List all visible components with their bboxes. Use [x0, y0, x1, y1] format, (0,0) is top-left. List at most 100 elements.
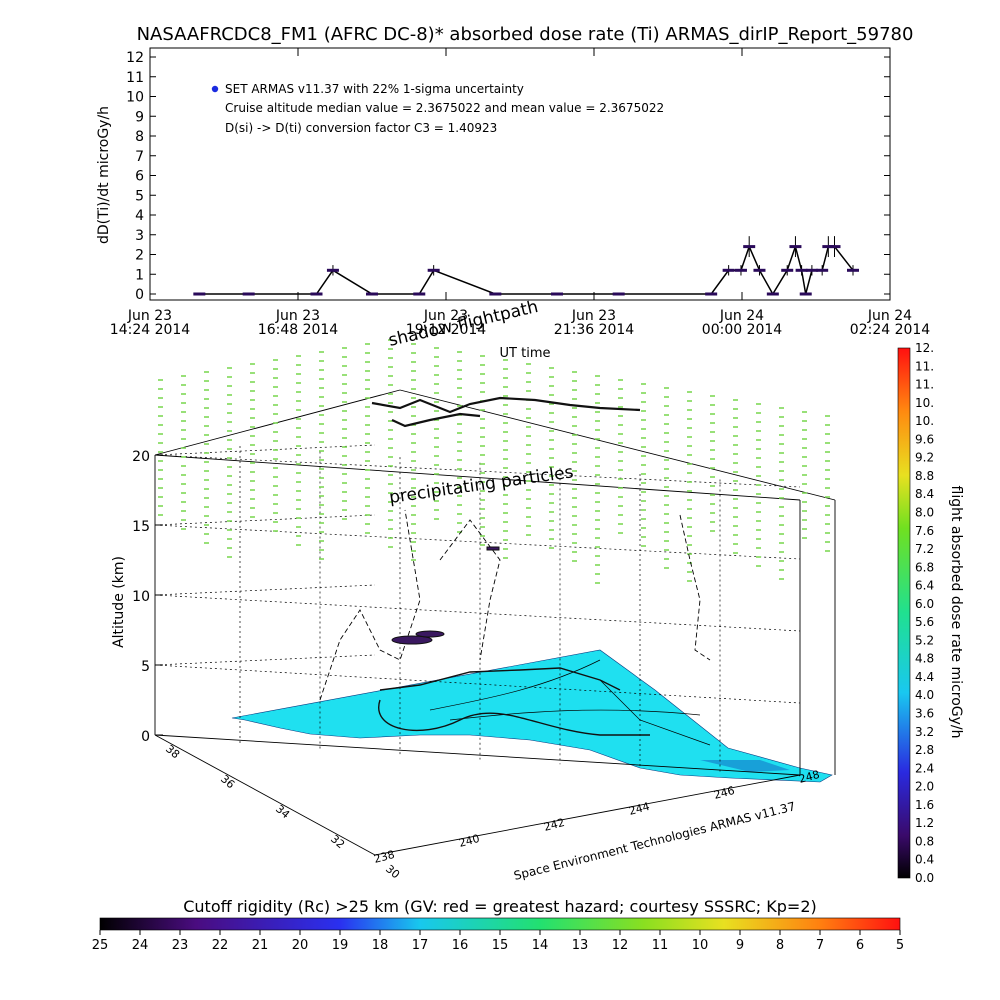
cutoff-rigidity-tick-label: 10	[692, 938, 709, 953]
dose-rate-colorbar-tick-label: 2.8	[915, 743, 934, 757]
dose-rate-colorbar-tick-label: 11.	[915, 378, 934, 392]
altitude-tick-label: 15	[132, 519, 150, 535]
altitude-ticks: 0 5 10 15 20	[132, 449, 163, 745]
timeseries-y-tick-label: 8	[135, 129, 144, 145]
cutoff-rigidity-tick-label: 13	[572, 938, 589, 953]
timeseries-x-tick-label-date: Jun 23	[275, 308, 320, 324]
map-coastal-region	[231, 649, 833, 783]
dashed-shadow-track	[319, 509, 711, 701]
longitude-tick-label: 244	[627, 800, 651, 818]
longitude-tick-label: 246	[712, 784, 736, 802]
timeseries-x-tick-label-time: 02:24 2014	[850, 322, 931, 338]
dose-rate-colorbar-tick-label: 0.0	[915, 871, 934, 885]
latitude-ticks: 30 32 34 36 38	[163, 742, 402, 881]
timeseries-y-tick-label: 6	[135, 169, 144, 185]
dose-rate-colorbar-tick-label: 7.2	[915, 542, 934, 556]
timeseries-x-axis-label: UT time	[500, 346, 551, 361]
timeseries-x-tick-label-date: Jun 23	[571, 308, 616, 324]
dose-rate-colorbar-tick-label: 0.8	[915, 834, 934, 848]
cutoff-rigidity-tick-label: 14	[532, 938, 549, 953]
legend-median-mean: Cruise altitude median value = 2.3675022…	[225, 101, 664, 115]
timeseries-x-tick-label-date: Jun 24	[719, 308, 764, 324]
cutoff-rigidity-colorbar-fill	[99, 917, 901, 931]
dose-rate-colorbar-tick-label: 3.2	[915, 725, 934, 739]
dose-rate-colorbar-tick-label: 6.8	[915, 560, 934, 574]
latitude-tick-label: 38	[163, 742, 182, 761]
timeseries-x-tick-label-date: Jun 24	[867, 308, 912, 324]
timeseries-y-tick-label: 10	[126, 90, 144, 106]
altitude-gridline-left	[154, 584, 376, 596]
timeseries-x-tick-label-time: 21:36 2014	[554, 322, 635, 338]
timeseries-y-tick-label: 12	[126, 50, 144, 66]
flight-track-low	[378, 667, 650, 736]
timeseries-y-tick-label: 11	[126, 70, 144, 86]
cutoff-rigidity-tick-label: 5	[896, 938, 904, 953]
altitude-axis-label: Altitude (km)	[111, 556, 127, 648]
dose-rate-colorbar-tick-label: 4.0	[915, 688, 934, 702]
cutoff-rigidity-tick-label: 15	[492, 938, 509, 953]
timeseries-y-tick-label: 5	[135, 188, 144, 204]
dose-rate-colorbar-tick-label: 9.2	[915, 451, 934, 465]
dose-rate-colorbar-tick-label: 0.4	[915, 853, 934, 867]
altitude-gridline	[154, 594, 801, 632]
timeseries-y-tick-label: 1	[135, 267, 144, 283]
dose-rate-colorbar-ticks: 0.0 0.4 0.8 1.2 1.6 2.0 2.4 2.8 3.2 3.6 4.0 4.4 4.8 5…	[915, 341, 934, 885]
legend-marker	[211, 85, 219, 93]
timeseries-y-tick-label: 4	[135, 208, 144, 224]
timeseries-y-axis-label: dD(Ti)/dt microGy/h	[96, 106, 112, 244]
cutoff-rigidity-tick-label: 18	[372, 938, 389, 953]
box-gridlines	[154, 444, 801, 774]
longitude-tick-label: 238	[372, 848, 396, 866]
dose-rate-colorbar-tick-label: 2.4	[915, 761, 934, 775]
flight-track-top	[371, 396, 641, 428]
timeseries-x-tick-label-date: Jun 23	[127, 308, 172, 324]
altitude-tick-label: 10	[132, 589, 150, 605]
cutoff-rigidity-tick-label: 6	[856, 938, 864, 953]
dose-rate-colorbar-tick-label: 8.0	[915, 505, 934, 519]
cutoff-rigidity-tick-label: 9	[736, 938, 744, 953]
dose-rate-colorbar-tick-label: 8.8	[915, 469, 934, 483]
longitude-ticks: 238 240 242 244 246 248	[372, 768, 821, 866]
timeseries-x-tick-label-date: Jun 23	[423, 308, 468, 324]
altitude-gridline	[154, 524, 801, 560]
flight-track-mid	[391, 546, 500, 645]
dose-rate-colorbar-label: flight absorbed dose rate microGy/h	[948, 486, 964, 739]
timeseries-plot-frame	[149, 47, 891, 301]
timeseries-y-tick-label: 7	[135, 149, 144, 165]
timeseries-data-series	[193, 236, 859, 296]
cutoff-rigidity-tick-label: 11	[652, 938, 669, 953]
dose-rate-colorbar-tick-label: 10.	[915, 414, 934, 428]
dose-rate-colorbar-tick-label: 2.0	[915, 780, 934, 794]
timeseries-x-tick-label-time: 00:00 2014	[702, 322, 783, 338]
longitude-tick-label: 242	[542, 816, 566, 834]
cutoff-rigidity-tick-label: 24	[132, 938, 149, 953]
cutoff-rigidity-tick-label: 8	[776, 938, 784, 953]
cutoff-rigidity-tick-label: 22	[212, 938, 229, 953]
footer-credit: Space Environment Technologies ARMAS v11…	[512, 799, 796, 883]
legend-conversion-factor: D(si) -> D(ti) conversion factor C3 = 1.…	[225, 121, 497, 135]
timeseries-y-tick-label: 2	[135, 248, 144, 264]
longitude-tick-label: 240	[457, 832, 481, 850]
latitude-tick-label: 32	[328, 832, 347, 851]
dose-rate-colorbar-tick-label: 3.6	[915, 707, 934, 721]
dose-rate-colorbar-fill	[897, 347, 911, 879]
dose-rate-colorbar-tick-label: 1.2	[915, 816, 934, 830]
cutoff-rigidity-ticks: 25 24 23 22 21 20 19 18 17 16 15 14 13 12 11 10 9 8 7 6 5	[92, 930, 904, 953]
flight-3d-plot: 0 5 10 15 20 Altitude (km) 30 32 34 36 38 238 240…	[111, 297, 836, 883]
legend-series-label: SET ARMAS v11.37 with 22% 1-sigma uncert…	[225, 82, 524, 96]
altitude-gridline-left	[154, 514, 376, 526]
altitude-gridline-left	[154, 654, 376, 666]
dose-rate-colorbar-tick-label: 11.	[915, 359, 934, 373]
cutoff-rigidity-tick-label: 16	[452, 938, 469, 953]
cutoff-rigidity-tick-label: 7	[816, 938, 824, 953]
dose-rate-colorbar-tick-label: 10.	[915, 396, 934, 410]
dose-rate-colorbar: 0.0 0.4 0.8 1.2 1.6 2.0 2.4 2.8 3.2 3.6 4.0 4.4 4.8 5…	[897, 341, 964, 885]
dose-rate-colorbar-tick-label: 5.6	[915, 615, 934, 629]
latitude-tick-label: 36	[218, 772, 237, 791]
timeseries-y-tick-label: 0	[135, 287, 144, 303]
longitude-tick-label: 248	[797, 768, 821, 786]
precipitating-particles-label: precipitating particles	[388, 462, 575, 508]
